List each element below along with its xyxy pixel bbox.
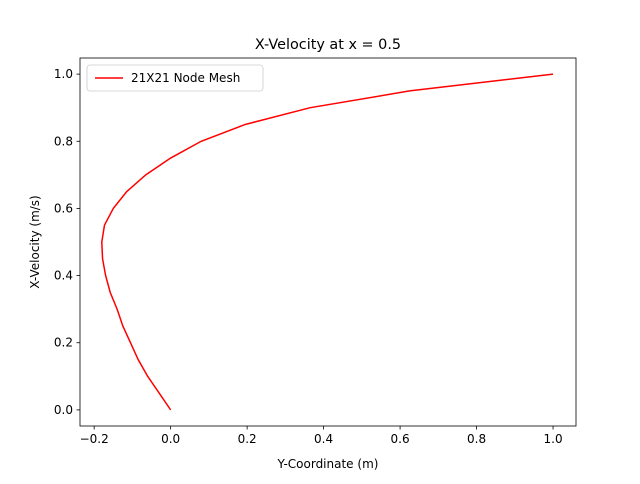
data-line <box>101 73 554 411</box>
chart-title: X-Velocity at x = 0.5 <box>255 37 401 53</box>
x-tick-label: 0.4 <box>314 432 333 446</box>
x-tick-label: 0.2 <box>238 432 257 446</box>
x-tick-label: −0.2 <box>80 432 109 446</box>
x-tick-label: 1.0 <box>544 432 563 446</box>
axes-frame <box>79 57 577 427</box>
y-tick-label: 0.4 <box>54 269 73 283</box>
y-axis-label: X-Velocity (m/s) <box>28 195 42 289</box>
y-tick-label: 0.0 <box>54 403 73 417</box>
legend-box <box>86 64 264 92</box>
x-axis-label: Y-Coordinate (m) <box>277 457 379 471</box>
y-tick-label: 0.6 <box>54 201 73 215</box>
y-tick-label: 0.2 <box>54 336 73 350</box>
x-tick-label: 0.6 <box>391 432 410 446</box>
legend-label: 21X21 Node Mesh <box>131 71 240 85</box>
x-tick-label: 0.0 <box>161 432 180 446</box>
y-tick-label: 1.0 <box>54 67 73 81</box>
x-tick-label: 0.8 <box>467 432 486 446</box>
y-tick-label: 0.8 <box>54 134 73 148</box>
